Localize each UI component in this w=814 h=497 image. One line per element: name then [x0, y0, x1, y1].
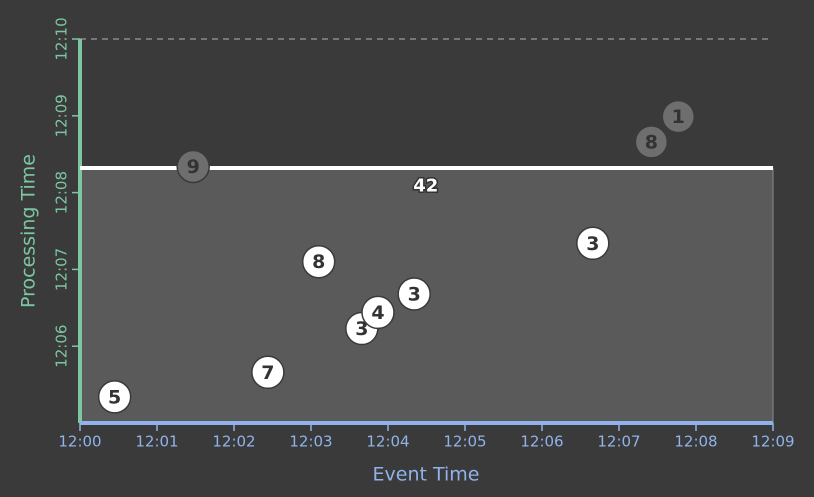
y-tick-label: 12:06: [53, 325, 71, 368]
event-point: [97, 380, 132, 414]
x-tick-label: 12:08: [674, 433, 717, 451]
event-value: 9: [187, 156, 200, 178]
event-point: [361, 295, 395, 330]
y-tick-label: 12:10: [53, 17, 71, 60]
x-tick-label: 12:06: [520, 433, 563, 451]
event-point: [576, 226, 610, 261]
x-tick-label: 12:03: [289, 433, 332, 451]
x-axis-title: Event Time: [373, 464, 480, 486]
event-value: 3: [355, 318, 368, 340]
event-point: [634, 125, 669, 159]
y-axis-title: Processing Time: [18, 154, 40, 308]
event-value: 4: [371, 302, 384, 324]
x-tick-label: 12:09: [751, 433, 794, 451]
event-point: [397, 277, 431, 311]
event-value: 8: [312, 251, 325, 273]
result-annotation: 42: [413, 175, 438, 196]
x-tick-label: 12:02: [212, 433, 255, 451]
event-value: 3: [408, 283, 421, 305]
y-tick-label: 12:08: [53, 171, 71, 214]
x-tick-label: 12:01: [135, 433, 178, 451]
x-tick-label: 12:05: [443, 433, 486, 451]
x-tick-label: 12:00: [58, 433, 101, 451]
x-tick-label: 12:04: [366, 433, 409, 451]
x-tick-label: 12:07: [597, 433, 640, 451]
event-value: 8: [645, 131, 658, 153]
y-tick-label: 12:07: [53, 248, 71, 291]
event-value: 7: [261, 362, 274, 384]
event-point: [661, 99, 696, 134]
event-value: 3: [586, 233, 599, 255]
event-point: [176, 149, 210, 184]
event-point: [301, 244, 336, 279]
event-value: 1: [672, 106, 685, 128]
y-tick-label: 12:09: [53, 94, 71, 137]
event-point: [251, 355, 285, 390]
event-value: 5: [108, 386, 121, 408]
